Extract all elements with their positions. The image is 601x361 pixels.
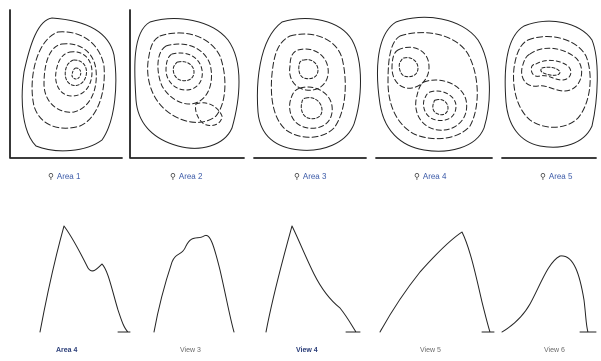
pin-icon: ⚲ <box>294 172 300 181</box>
contour-line <box>423 90 457 121</box>
profile-curve <box>153 234 235 333</box>
contour-line <box>521 47 583 92</box>
caption-top-2-label: Area 2 <box>178 172 203 181</box>
profile-curve <box>379 231 491 333</box>
contour-line <box>147 32 226 123</box>
contour-line <box>270 33 346 138</box>
profile-curve <box>265 225 357 333</box>
caption-bottom-2-label: View 3 <box>180 347 201 354</box>
contour-line <box>513 36 591 128</box>
profile-panel-1 <box>39 225 131 333</box>
contour-line <box>31 31 105 129</box>
caption-bottom-4: View 5 <box>420 346 441 356</box>
caption-top-2: ⚲ Area 2 <box>170 172 202 182</box>
pin-icon: ⚲ <box>540 172 546 181</box>
pin-icon: ⚲ <box>170 172 176 181</box>
caption-top-1: ⚲ Area 1 <box>48 172 80 182</box>
contour-line <box>432 99 449 116</box>
contour-line <box>172 61 195 82</box>
contour-line <box>157 43 212 105</box>
profile-panel-3 <box>265 225 361 333</box>
contour-panel-3 <box>253 18 367 159</box>
caption-bottom-4-label: View 5 <box>420 347 441 354</box>
contour-line <box>398 57 419 78</box>
contour-line <box>391 46 430 89</box>
caption-top-1-label: Area 1 <box>56 172 81 181</box>
caption-top-5: ⚲ Area 5 <box>540 172 572 182</box>
pin-icon: ⚲ <box>48 172 54 181</box>
contour-panel-1 <box>9 9 123 159</box>
contour-panel-2 <box>129 9 245 159</box>
caption-top-4: ⚲ Area 4 <box>414 172 446 182</box>
contour-line <box>71 67 82 80</box>
contour-line <box>21 17 117 152</box>
contour-line <box>377 16 490 152</box>
panel-1-axes <box>9 9 123 159</box>
contour-line <box>300 97 323 120</box>
profile-panel-2 <box>153 234 235 333</box>
contour-line <box>504 20 598 148</box>
contour-panel-5 <box>501 20 598 159</box>
pin-icon: ⚲ <box>414 172 420 181</box>
caption-top-4-label: Area 4 <box>422 172 447 181</box>
contour-line <box>289 86 333 129</box>
contour-line <box>256 18 361 151</box>
panel-2-axes <box>129 9 245 159</box>
caption-bottom-3-label: View 4 <box>296 347 318 354</box>
caption-bottom-2: View 3 <box>180 346 201 356</box>
caption-bottom-5-label: View 6 <box>544 347 565 354</box>
caption-bottom-1-label: Area 4 <box>56 347 78 354</box>
contour-line <box>55 51 93 97</box>
profile-panel-4 <box>379 231 495 333</box>
contour-line <box>530 59 572 81</box>
contour-line <box>165 52 203 91</box>
contour-line <box>289 48 329 91</box>
profile-curve <box>501 255 589 333</box>
contour-line <box>195 102 223 127</box>
contour-line <box>540 66 561 76</box>
contour-line <box>415 79 468 131</box>
contour-panel-4 <box>375 16 493 159</box>
caption-top-3-label: Area 3 <box>302 172 327 181</box>
contour-line <box>298 59 319 80</box>
contour-line <box>134 18 240 149</box>
caption-top-5-label: Area 5 <box>548 172 573 181</box>
caption-top-3: ⚲ Area 3 <box>294 172 326 182</box>
profile-panel-5 <box>501 255 597 333</box>
caption-bottom-1: Area 4 <box>56 346 77 356</box>
profile-curve <box>39 225 129 333</box>
contour-line <box>43 43 97 113</box>
contour-line <box>64 59 87 87</box>
caption-bottom-5: View 6 <box>544 346 565 356</box>
contour-line <box>387 32 478 140</box>
caption-bottom-3: View 4 <box>296 346 318 356</box>
